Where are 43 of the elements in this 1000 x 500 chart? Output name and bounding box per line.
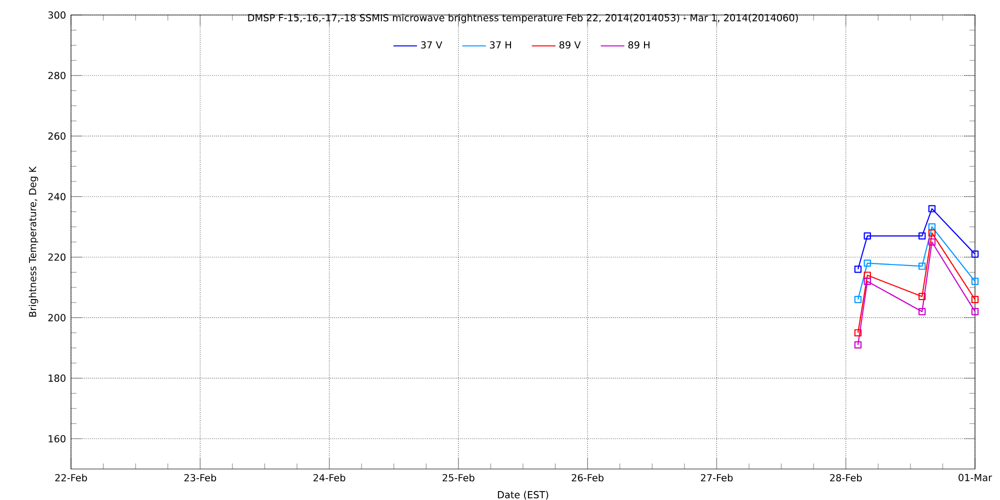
- y-tick-label: 160: [48, 435, 66, 442]
- point: [864, 272, 871, 279]
- legend-label: 89 H: [628, 41, 650, 49]
- point: [971, 296, 979, 304]
- x-tick-label: 26-Feb: [572, 474, 604, 482]
- x-axis-title: Date (EST): [498, 490, 548, 500]
- y-tick-label: 180: [48, 374, 66, 382]
- point: [864, 260, 871, 267]
- point: [918, 262, 926, 270]
- point: [928, 205, 936, 212]
- legend-label: 37 V: [421, 41, 442, 49]
- point: [854, 266, 862, 273]
- x-tick-label: 23-Feb: [184, 474, 216, 482]
- y-tick-label: 200: [48, 314, 66, 322]
- x-tick-label: 28-Feb: [830, 474, 862, 482]
- point: [854, 341, 862, 349]
- legend-label: 89 V: [559, 41, 581, 49]
- y-tick-label: 300: [48, 11, 66, 19]
- y-tick-label: 220: [48, 253, 66, 261]
- point: [864, 232, 871, 240]
- point: [918, 232, 926, 240]
- point: [971, 308, 979, 316]
- point: [918, 308, 926, 316]
- point: [928, 229, 936, 237]
- x-tick-label: 24-Feb: [314, 474, 346, 482]
- legend-label: 37 H: [490, 41, 511, 49]
- x-tick-label: 27-Feb: [700, 474, 733, 482]
- y-axis-title: Brightness Temperature, Deg K: [28, 166, 38, 317]
- point: [971, 278, 979, 285]
- y-tick-label: 240: [48, 192, 66, 200]
- point: [854, 296, 862, 304]
- point: [928, 238, 936, 246]
- point: [854, 329, 862, 336]
- x-tick-label: 01-Mar: [958, 474, 992, 482]
- point: [971, 250, 979, 258]
- chart-title: DMSP F-15,-16,-17,-18 SSMIS microwave brightness temperature Feb 22, 2014(2014053) - Mar 1, 2014(2014060): [248, 14, 798, 24]
- y-tick-label: 280: [48, 72, 66, 80]
- point: [928, 223, 936, 230]
- point: [864, 278, 871, 285]
- x-tick-label: 25-Feb: [442, 474, 474, 482]
- point: [918, 292, 926, 300]
- y-tick-label: 260: [48, 132, 66, 140]
- x-tick-label: 22-Feb: [55, 474, 87, 482]
